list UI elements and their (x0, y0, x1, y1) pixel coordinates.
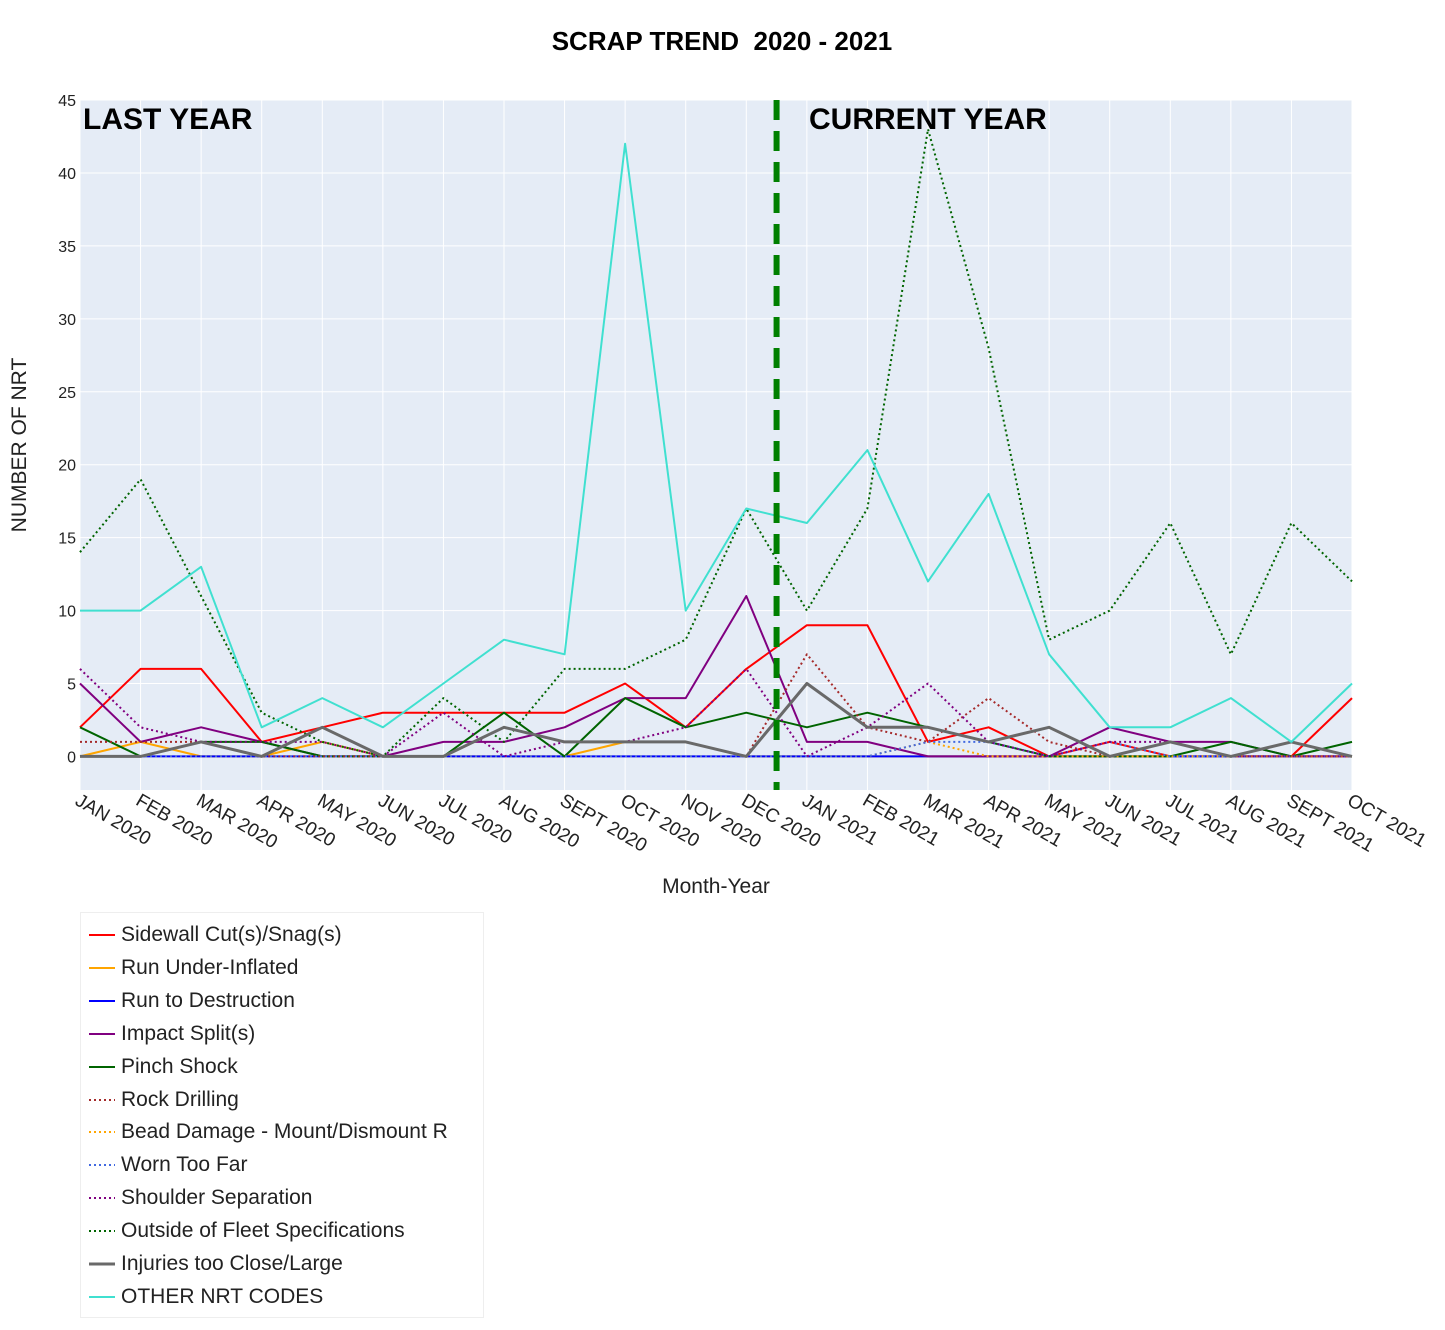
legend-label: Pinch Shock (121, 1054, 238, 1078)
series-lines (79, 128, 1353, 758)
y-tick-label: 35 (58, 239, 76, 256)
legend-swatch (89, 1032, 115, 1035)
legend-swatch (89, 1230, 115, 1233)
legend-label: Bead Damage - Mount/Dismount R (121, 1120, 448, 1144)
legend-swatch (89, 1131, 115, 1134)
series-line (79, 667, 1352, 758)
series-line (80, 682, 1353, 758)
legend-label: Sidewall Cut(s)/Snag(s) (121, 923, 342, 946)
legend-item[interactable]: Sidewall Cut(s)/Snag(s) (87, 920, 342, 950)
legend-item[interactable]: Rock Drilling (87, 1085, 239, 1115)
legend-label: Rock Drilling (121, 1087, 239, 1111)
legend-item[interactable]: Worn Too Far (87, 1150, 247, 1180)
y-tick-label: 40 (58, 166, 76, 183)
legend-swatch (89, 999, 115, 1002)
legend-swatch (89, 966, 115, 969)
y-axis-label: NUMBER OF NRT (8, 358, 31, 533)
annotation-current-year: CURRENT YEAR (809, 103, 1047, 136)
legend-label: Impact Split(s) (121, 1021, 256, 1045)
legend-item[interactable]: OTHER NRT CODES (87, 1282, 323, 1312)
legend-swatch (89, 1065, 115, 1068)
y-tick-label: 45 (58, 93, 76, 110)
y-tick-label: 5 (67, 677, 76, 694)
y-tick-label: 15 (58, 531, 76, 548)
legend-item[interactable]: Run to Destruction (87, 986, 295, 1016)
y-tick-label: 30 (58, 312, 76, 329)
legend-swatch (89, 1164, 115, 1167)
chart-title: SCRAP TREND 2020 - 2021 (552, 26, 893, 56)
legend-swatch (89, 1098, 115, 1101)
legend: Sidewall Cut(s)/Snag(s) Run Under-Inflate… (80, 912, 484, 1318)
legend-label: Run Under-Inflated (121, 955, 299, 979)
legend-label: Run to Destruction (121, 988, 295, 1012)
legend-label: Injuries too Close/Large (121, 1252, 343, 1275)
legend-swatch (89, 1197, 115, 1200)
legend-label: OTHER NRT CODES (121, 1284, 324, 1308)
legend-item[interactable]: Bead Damage - Mount/Dismount R (87, 1117, 448, 1147)
legend-item[interactable]: Injuries too Close/Large (87, 1249, 343, 1279)
series-line (79, 128, 1353, 758)
legend-swatch (89, 1295, 115, 1298)
y-tick-label: 25 (58, 385, 76, 402)
legend-item[interactable]: Pinch Shock (87, 1052, 238, 1082)
y-tick-label: 20 (58, 458, 76, 475)
legend-label: Shoulder Separation (121, 1186, 313, 1210)
legend-item[interactable]: Run Under-Inflated (87, 953, 298, 983)
legend-item[interactable]: Shoulder Separation (87, 1183, 312, 1213)
legend-item[interactable]: Outside of Fleet Specifications (87, 1216, 405, 1246)
annotation-last-year: LAST YEAR (83, 103, 253, 136)
y-tick-label: 0 (67, 749, 76, 766)
legend-label: Worn Too Far (121, 1153, 248, 1177)
legend-label: Outside of Fleet Specifications (121, 1219, 405, 1243)
legend-swatch (89, 1262, 115, 1266)
plot-area (80, 100, 1352, 790)
legend-item[interactable]: Impact Split(s) (87, 1019, 255, 1049)
x-axis-label: Month-Year (662, 875, 770, 898)
y-tick-label: 10 (58, 604, 76, 621)
series-line (79, 697, 1353, 758)
scrap-trend-chart: SCRAP TREND 2020 - 2021 0 5 10 15 20 25 30 35 40… (8, 26, 1430, 898)
y-tick-labels: 0 5 10 15 20 25 30 35 40 45 (58, 93, 76, 766)
legend-swatch (89, 934, 115, 936)
series-line (80, 142, 1353, 743)
